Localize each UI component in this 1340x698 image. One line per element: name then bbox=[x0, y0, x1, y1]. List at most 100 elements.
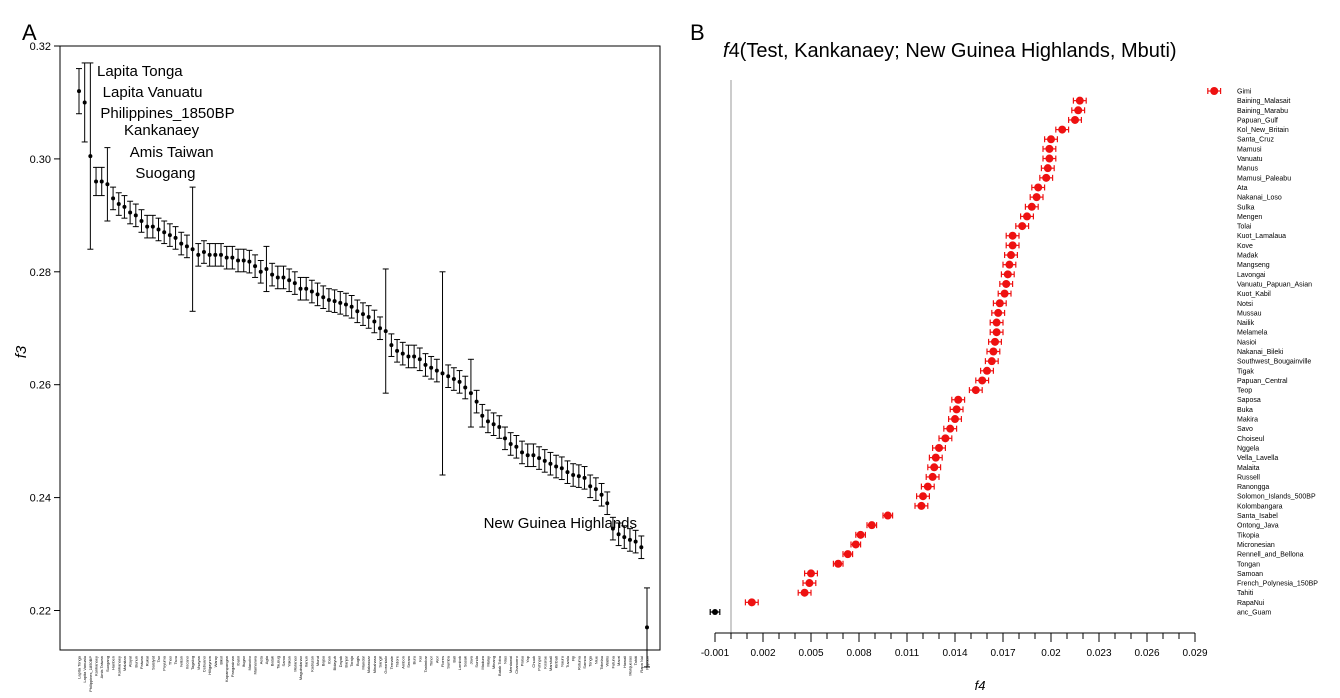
panel-a-x-tick-label: Batak Toba bbox=[497, 655, 502, 676]
panel-b-category-label: Nakanai_Bileki bbox=[1237, 349, 1284, 356]
panel-b-point bbox=[930, 463, 939, 472]
panel-a-point bbox=[145, 224, 150, 229]
panel-b-category-label: Manus bbox=[1237, 166, 1259, 173]
panel-a-point bbox=[520, 450, 525, 455]
panel-b-category-label: French_Polynesia_150BP bbox=[1237, 581, 1318, 588]
panel-b-category-label: Saposa bbox=[1237, 397, 1261, 404]
panel-b-point bbox=[1042, 173, 1051, 182]
panel-b-point bbox=[917, 501, 926, 510]
panel-b-category-label: Mengen bbox=[1237, 214, 1262, 221]
panel-b-point bbox=[971, 386, 980, 395]
panel-b-point bbox=[1043, 164, 1052, 173]
panel-b-category-label: Vanuatu_Papuan_Asian bbox=[1237, 281, 1312, 288]
panel-a-point bbox=[116, 202, 121, 207]
panel-a-y-tick-label: 0.22 bbox=[30, 605, 51, 617]
panel-a-y-tick-label: 0.24 bbox=[30, 493, 51, 505]
panel-a-x-tick-label: Lapita Vanuatu bbox=[82, 656, 87, 683]
panel-a-x-tick-label: Marshall bbox=[548, 656, 553, 671]
panel-a-x-tick-label: Ivatan bbox=[179, 656, 184, 667]
panel-b-x-tick-label: 0.005 bbox=[798, 648, 823, 659]
panel-a-x-tick-label: Banjar bbox=[343, 655, 348, 667]
panel-a-x-tick-label: Futuna bbox=[610, 655, 615, 668]
panel-b-category-label: Tikopia bbox=[1237, 532, 1259, 539]
panel-a-point bbox=[457, 379, 462, 384]
panel-a-point bbox=[287, 278, 292, 283]
panel-a-point bbox=[588, 484, 593, 489]
panel-b-point bbox=[800, 588, 809, 597]
panel-b-category-label: Tahiti bbox=[1237, 590, 1254, 597]
panel-b-point bbox=[978, 376, 987, 385]
panel-a-point bbox=[241, 258, 246, 263]
panel-b-point bbox=[952, 405, 961, 414]
panel-b-category-label: Papuan_Gulf bbox=[1237, 117, 1278, 124]
panel-b-point bbox=[1000, 289, 1009, 298]
panel-b-x-tick-label: 0.008 bbox=[846, 648, 871, 659]
panel-a-point bbox=[321, 295, 326, 300]
panel-b-point bbox=[1018, 222, 1027, 231]
panel-a-annotations: Lapita Tonga Lapita Vanuatu Philippines_18… bbox=[97, 63, 637, 532]
panel-b-point bbox=[1045, 154, 1054, 163]
panel-b-point bbox=[994, 308, 1003, 317]
panel-a-points bbox=[76, 62, 650, 668]
panel-b-point bbox=[941, 434, 950, 443]
panel-b-category-label: Nasioi bbox=[1237, 339, 1257, 346]
panel-a-x-tick-label: Maranao bbox=[292, 655, 297, 672]
panel-b-category-label: Santa_Cruz bbox=[1237, 137, 1274, 144]
panel-b-category-label: Kove bbox=[1237, 243, 1253, 250]
panel-b-category-label: Mangseng bbox=[1237, 262, 1270, 269]
panel-a-x-tick-label: Philippines_1850BP bbox=[88, 656, 93, 692]
panel-b-point bbox=[1074, 106, 1083, 115]
panel-a-y-axis: 0.22 0.24 0.26 0.28 0.30 0.32 bbox=[30, 41, 60, 617]
panel-a-point bbox=[383, 329, 388, 334]
panel-a-point bbox=[94, 179, 99, 184]
panel-a-point bbox=[184, 244, 189, 249]
panel-b-category-label: Malaita bbox=[1237, 465, 1260, 472]
panel-a-x-tick-label: Iranun bbox=[304, 656, 309, 667]
panel-a-x-tick-label: Manobo bbox=[247, 655, 252, 670]
panel-b-category-label: Ontong_Java bbox=[1237, 523, 1279, 530]
panel-a-x-tick-label: Yap bbox=[525, 655, 530, 663]
panel-b-point bbox=[712, 609, 718, 615]
panel-a-point bbox=[213, 252, 218, 257]
panel-a-x-tick-label: Iban bbox=[326, 656, 331, 664]
panel-a-x-tick-label: Tsou bbox=[173, 656, 178, 664]
panel-b-point bbox=[805, 579, 814, 588]
panel-a-point bbox=[412, 354, 417, 359]
panel-b-category-label: Ranongga bbox=[1237, 484, 1269, 491]
panel-b-point bbox=[928, 472, 937, 481]
panel-b-point bbox=[935, 443, 943, 452]
panel-a-point bbox=[99, 179, 104, 184]
panel-a-x-tick-label: Amis Taiwan bbox=[99, 656, 104, 678]
panel-b-title-prefix: f bbox=[723, 40, 731, 62]
panel-a-point bbox=[503, 436, 507, 441]
panel-a-x-tick-label: Tausug bbox=[275, 656, 280, 669]
panel-a-point bbox=[474, 399, 479, 404]
panel-a-point bbox=[423, 362, 428, 367]
panel-b-point bbox=[1005, 260, 1014, 269]
panel-b-point bbox=[1023, 212, 1031, 221]
panel-a-point bbox=[264, 266, 269, 271]
panel-a-point bbox=[338, 300, 343, 305]
panel-b-category-label: Tolai bbox=[1237, 224, 1252, 231]
panel-a-x-tick-label: Thao bbox=[167, 655, 172, 665]
panel-b-category-label: Mussau bbox=[1237, 310, 1262, 317]
panel-a-point bbox=[201, 250, 206, 255]
panel-a-point bbox=[133, 213, 138, 218]
panel-b-point bbox=[995, 299, 1004, 308]
panel-a-point bbox=[173, 235, 178, 240]
panel-b-category-label: Nailik bbox=[1237, 320, 1255, 327]
panel-a-x-tick-label: Agta bbox=[264, 655, 269, 664]
panel-a-x-tick-label: Tuvalu bbox=[565, 656, 570, 668]
panel-b-title: f4(Test, Kankanaey; New Guinea Highlands… bbox=[723, 40, 1177, 62]
panel-a-point bbox=[610, 526, 615, 531]
panel-a-x-tick-label: Wallis bbox=[605, 656, 610, 667]
panel-b-category-label: Baining_Malasait bbox=[1237, 98, 1290, 105]
panel-a-point bbox=[491, 422, 496, 427]
panel-a-point bbox=[111, 196, 116, 201]
panel-a-point bbox=[122, 204, 127, 209]
panel-b-point bbox=[983, 366, 991, 375]
panel-a-x-tick-label: Tahiti bbox=[633, 656, 638, 665]
panel-a-x-tick-label: Madura bbox=[480, 655, 485, 669]
panel-a-x-tick-label: Tokelau bbox=[599, 656, 604, 670]
panel-a-y-tick-label: 0.26 bbox=[30, 380, 51, 392]
